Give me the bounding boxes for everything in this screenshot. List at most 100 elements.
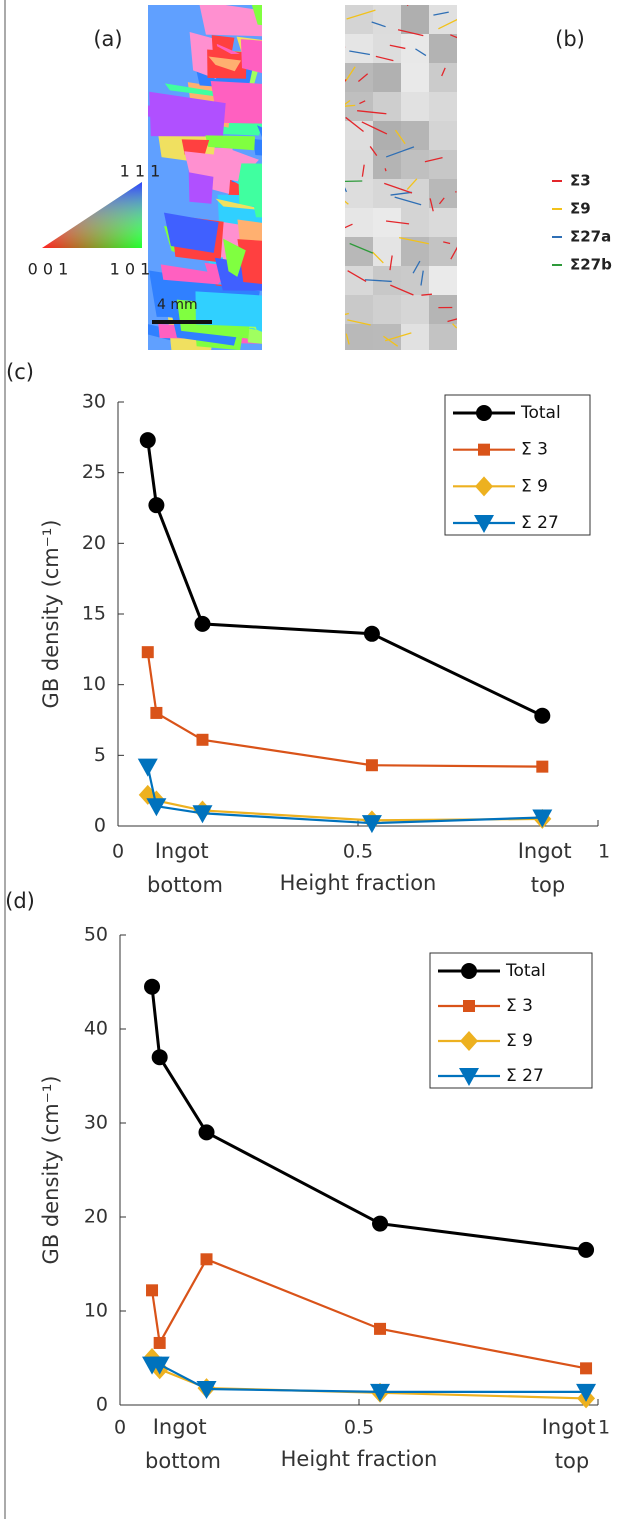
tile	[373, 179, 401, 208]
boundary	[345, 79, 347, 83]
grain	[252, 138, 262, 156]
grain	[208, 56, 242, 72]
boundary	[383, 335, 399, 347]
marker	[194, 615, 211, 632]
marker	[196, 1381, 217, 1400]
marker	[137, 758, 158, 777]
boundary	[359, 100, 366, 105]
boundary	[347, 270, 367, 282]
boundary	[345, 104, 356, 107]
legend-box	[429, 952, 593, 1089]
marker	[200, 1253, 213, 1266]
tile	[345, 92, 373, 121]
marker	[144, 978, 161, 995]
boundary	[384, 332, 412, 342]
grain	[240, 39, 262, 74]
annotation: Ingot top	[518, 839, 579, 897]
tile	[373, 121, 401, 150]
tile	[373, 92, 401, 121]
panel-label: (d)	[5, 889, 35, 913]
y-tick-label: 10	[84, 1300, 108, 1322]
grain	[195, 291, 262, 328]
y-tick-label: 0	[94, 815, 106, 837]
x-axis-title: Height fraction	[281, 1447, 438, 1471]
boundary	[369, 146, 378, 156]
grain	[149, 91, 226, 137]
marker	[146, 798, 167, 817]
triangle-label: 0 0 1	[28, 260, 69, 279]
marker	[576, 1383, 597, 1402]
tile	[401, 208, 429, 237]
tile	[429, 179, 457, 208]
y-axis-title: GB density (cm⁻¹)	[39, 1076, 63, 1265]
tile	[373, 5, 401, 34]
boundary	[390, 191, 412, 196]
grain	[251, 5, 262, 26]
y-tick-label: 50	[84, 924, 108, 946]
boundary	[385, 220, 410, 225]
boundary	[438, 197, 445, 205]
series-line	[146, 652, 543, 768]
boundary	[424, 156, 443, 163]
triangle-label: 1 1 1	[120, 162, 161, 181]
boundary	[345, 66, 356, 82]
y-tick-label: 30	[82, 391, 106, 413]
tile	[401, 63, 429, 92]
y-tick-label: 40	[84, 1018, 108, 1040]
tile	[429, 5, 457, 34]
y-tick-label: 10	[82, 673, 106, 695]
tile	[345, 34, 373, 63]
boundary-map	[345, 5, 457, 350]
boundary	[372, 251, 384, 264]
grain	[256, 241, 262, 274]
boundary	[384, 168, 387, 172]
boundary	[385, 146, 415, 158]
panel-label: (b)	[555, 27, 585, 51]
tile	[401, 5, 429, 34]
legend-marker	[476, 405, 492, 421]
tile	[345, 295, 373, 324]
tile	[345, 5, 373, 34]
boundary	[345, 99, 351, 106]
tile	[429, 150, 457, 179]
legend-label: Total	[520, 403, 561, 423]
y-tick-label: 20	[82, 532, 106, 554]
legend-marker	[460, 1031, 478, 1051]
boundary	[394, 196, 422, 206]
legend-label: Σ 9	[521, 476, 548, 496]
marker	[150, 706, 163, 719]
x-tick-label: 0	[114, 1417, 126, 1439]
tile	[401, 34, 429, 63]
grain	[255, 249, 262, 285]
legend-label: Σ 27	[521, 513, 559, 533]
grain	[257, 125, 262, 138]
marker	[580, 1362, 593, 1375]
legend-marker	[478, 443, 490, 456]
ipf-triangle-shade	[42, 182, 142, 248]
x-tick-label: 0.5	[343, 841, 373, 863]
boundary	[397, 29, 424, 37]
boundary	[345, 116, 364, 132]
marker	[192, 805, 213, 824]
legend-label: Σ 27	[506, 1066, 544, 1086]
tile	[429, 266, 457, 295]
boundary	[450, 34, 457, 39]
tile	[429, 34, 457, 63]
series-line	[150, 1257, 587, 1370]
tile	[401, 237, 429, 266]
x-tick-label: 0	[112, 841, 124, 863]
panel-label: (a)	[93, 27, 122, 51]
grain	[160, 264, 226, 285]
boundary	[452, 323, 457, 329]
tile	[373, 237, 401, 266]
tile	[373, 150, 401, 179]
marker	[141, 646, 154, 659]
grain	[205, 135, 256, 151]
tile	[345, 121, 373, 150]
boundary	[450, 246, 457, 260]
legend-marker	[475, 476, 493, 497]
grain	[252, 199, 262, 218]
y-axis-title: GB density (cm⁻¹)	[39, 520, 63, 709]
tile	[401, 295, 429, 324]
